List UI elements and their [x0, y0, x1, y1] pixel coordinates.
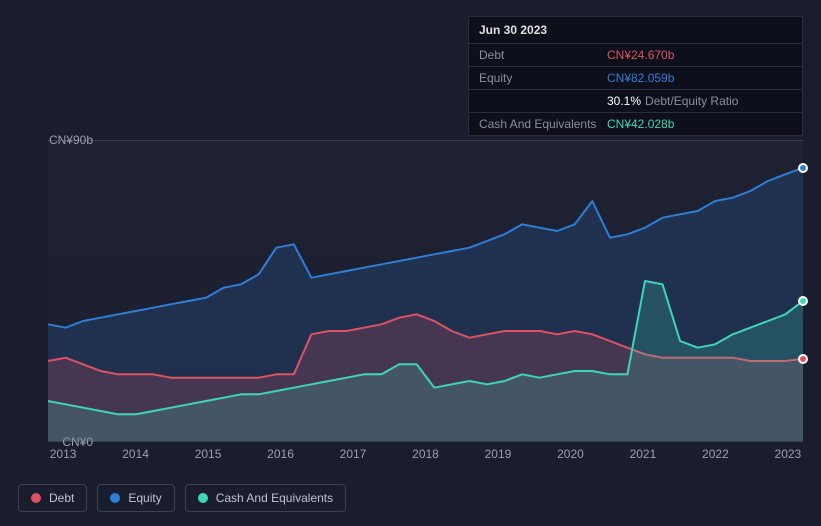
legend-label: Equity: [128, 491, 161, 505]
legend-label: Cash And Equivalents: [216, 491, 333, 505]
tooltip-date: Jun 30 2023: [469, 17, 802, 44]
legend-dot-icon: [110, 493, 120, 503]
tooltip-row-value: 30.1%: [607, 94, 641, 108]
legend-label: Debt: [49, 491, 74, 505]
x-axis-tick: 2023: [775, 447, 802, 461]
x-axis-tick: 2019: [485, 447, 512, 461]
series-end-marker: [798, 163, 808, 173]
legend-dot-icon: [198, 493, 208, 503]
x-axis-tick: 2016: [267, 447, 294, 461]
tooltip-row: DebtCN¥24.670b: [469, 44, 802, 67]
tooltip-row-label: Debt: [479, 48, 607, 62]
chart-svg: [48, 141, 803, 441]
x-axis-tick: 2015: [195, 447, 222, 461]
x-axis-tick: 2013: [50, 447, 77, 461]
x-axis-tick: 2020: [557, 447, 584, 461]
x-axis-tick: 2021: [630, 447, 657, 461]
tooltip-row-value: CN¥82.059b: [607, 71, 674, 85]
series-end-marker: [798, 296, 808, 306]
x-axis-tick: 2018: [412, 447, 439, 461]
x-axis-tick: 2022: [702, 447, 729, 461]
legend-item[interactable]: Debt: [18, 484, 87, 512]
tooltip-row-label: Cash And Equivalents: [479, 117, 607, 131]
legend-item[interactable]: Equity: [97, 484, 174, 512]
x-axis-tick: 2017: [340, 447, 367, 461]
tooltip-row: Cash And EquivalentsCN¥42.028b: [469, 113, 802, 135]
x-axis-tick: 2014: [122, 447, 149, 461]
legend-dot-icon: [31, 493, 41, 503]
tooltip-row-label: [479, 94, 607, 108]
tooltip-panel: Jun 30 2023 DebtCN¥24.670bEquityCN¥82.05…: [468, 16, 803, 136]
series-end-marker: [798, 354, 808, 364]
plot-area: CN¥90b CN¥0 2013201420152016201720182019…: [48, 140, 803, 442]
tooltip-row-label: Equity: [479, 71, 607, 85]
tooltip-row-value: CN¥42.028b: [607, 117, 674, 131]
legend-item[interactable]: Cash And Equivalents: [185, 484, 346, 512]
tooltip-row: EquityCN¥82.059b: [469, 67, 802, 90]
tooltip-row-extra: Debt/Equity Ratio: [645, 94, 738, 108]
tooltip-row: 30.1% Debt/Equity Ratio: [469, 90, 802, 113]
legend: Debt Equity Cash And Equivalents: [18, 484, 346, 512]
tooltip-row-value: CN¥24.670b: [607, 48, 674, 62]
